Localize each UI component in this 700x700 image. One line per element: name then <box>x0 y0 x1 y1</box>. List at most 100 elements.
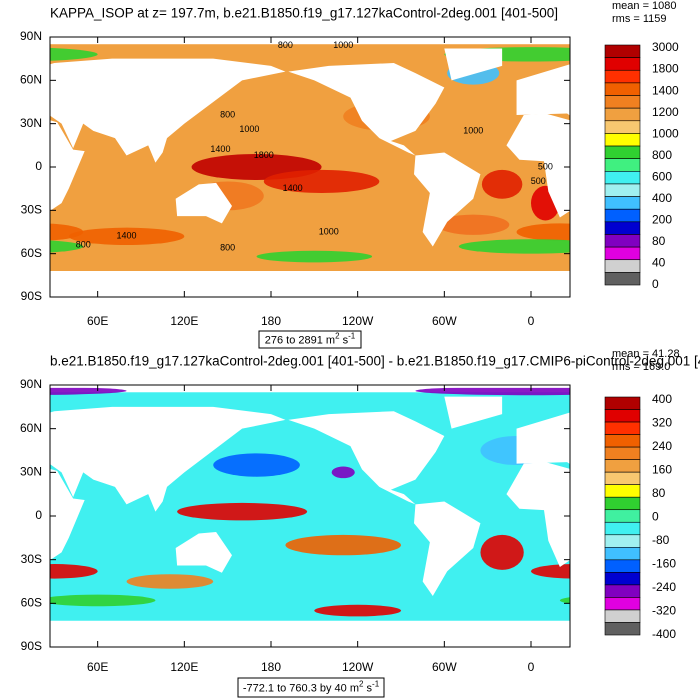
colorbar-box <box>604 272 641 286</box>
land <box>516 412 570 465</box>
field-feature <box>256 250 373 263</box>
map: 800 1000800100014001800140010005001000800… <box>0 37 700 297</box>
contour-label: 800 <box>220 242 235 252</box>
field-feature <box>0 535 4 570</box>
land <box>271 385 570 388</box>
lon-label: 180 <box>261 660 281 674</box>
field-feature <box>50 594 156 607</box>
colorbar-label: -400 <box>652 627 676 641</box>
field-feature <box>177 502 308 521</box>
field-feature <box>50 386 127 395</box>
field-feature <box>480 534 524 570</box>
field-feature <box>314 604 401 617</box>
colorbar-label: 80 <box>652 234 666 248</box>
field-feature <box>451 109 524 139</box>
colorbar-box <box>604 471 641 485</box>
field-feature <box>0 170 2 199</box>
range-part: -1 <box>372 680 380 689</box>
land <box>414 152 481 247</box>
colorbar-box <box>604 434 641 448</box>
colorbar-box <box>604 446 641 460</box>
contour-label: 800 <box>76 239 91 249</box>
range-part: -772.1 to 760.3 by 40 m <box>243 682 359 694</box>
colorbar-box <box>604 409 641 423</box>
field-feature <box>50 564 98 579</box>
field-feature <box>50 47 98 61</box>
colorbar-box <box>604 171 641 185</box>
colorbar-box <box>604 396 641 410</box>
colorbar-label: -160 <box>652 557 676 571</box>
colorbar-box <box>604 44 641 58</box>
colorbar-box <box>604 459 641 473</box>
lat-label: 90N <box>20 29 42 43</box>
range-part: s <box>340 334 349 346</box>
contour-label: 500 <box>531 176 546 186</box>
field-feature <box>0 436 33 465</box>
contour-label: 1000 <box>239 124 259 134</box>
field-feature <box>263 169 380 193</box>
colorbar-box <box>604 559 641 573</box>
lat-label: 30S <box>21 552 42 566</box>
field-feature <box>285 534 401 556</box>
land <box>696 532 700 573</box>
colorbar-box <box>604 609 641 623</box>
colorbar-label: -240 <box>652 580 676 594</box>
colorbar-box <box>604 572 641 586</box>
colorbar-box <box>604 597 641 611</box>
panel-title: KAPPA_ISOP at z= 197.7m, b.e21.B1850.f19… <box>50 6 558 21</box>
land <box>696 183 700 223</box>
range-box <box>258 330 362 349</box>
lon-label: 120E <box>170 314 198 328</box>
contour-label: 1000 <box>463 125 483 135</box>
lat-label: 30N <box>20 116 42 130</box>
land <box>414 501 481 597</box>
colorbar-box <box>604 421 641 435</box>
colorbar-label: 320 <box>652 416 672 430</box>
lon-label: 0 <box>528 660 535 674</box>
colorbar-label: -320 <box>652 604 676 618</box>
land <box>50 468 85 561</box>
contour-label: 800 <box>220 109 235 119</box>
colorbar-label: 400 <box>652 392 672 406</box>
field-feature <box>331 466 355 479</box>
lon-label: 60E <box>87 314 108 328</box>
colorbar-label: 600 <box>652 169 672 183</box>
colorbar-box <box>604 133 641 147</box>
colorbar-box <box>604 484 641 498</box>
stat: rms = 1159 <box>612 13 667 25</box>
range-part: -1 <box>348 332 356 341</box>
field-feature <box>458 239 570 254</box>
lon-label: 120E <box>170 660 198 674</box>
contour-label: 800 <box>278 40 293 50</box>
land <box>175 532 232 573</box>
colorbar-box <box>604 221 641 235</box>
colorbar-box <box>604 584 641 598</box>
range-label: -772.1 to 760.3 by 40 m2 s-1 <box>243 680 380 695</box>
land <box>516 64 570 116</box>
stat: rms = 169.0 <box>612 361 670 373</box>
land <box>271 37 570 40</box>
lat-label: 30N <box>20 465 42 479</box>
range-box <box>237 677 385 698</box>
colorbar-label: 1000 <box>652 126 679 140</box>
colorbar-label: 80 <box>652 486 666 500</box>
colorbar-box <box>604 521 641 536</box>
colorbar-box <box>604 107 641 122</box>
land <box>444 48 503 81</box>
stat: mean = 1080 <box>612 0 677 12</box>
field-feature <box>559 597 570 604</box>
land <box>50 385 271 388</box>
land <box>288 63 445 156</box>
field-feature <box>68 227 185 245</box>
land <box>50 271 271 297</box>
range-part: 276 to 2891 m <box>265 334 335 346</box>
colorbar-label: 3000 <box>652 40 679 54</box>
colorbar-label: 200 <box>652 213 672 227</box>
stat: mean = 41.28 <box>612 348 680 360</box>
land <box>50 406 286 512</box>
colorbar-box <box>604 259 641 273</box>
contour-label: 1000 <box>319 226 339 236</box>
field-feature <box>531 564 570 579</box>
colorbar-label: 1400 <box>652 83 679 97</box>
